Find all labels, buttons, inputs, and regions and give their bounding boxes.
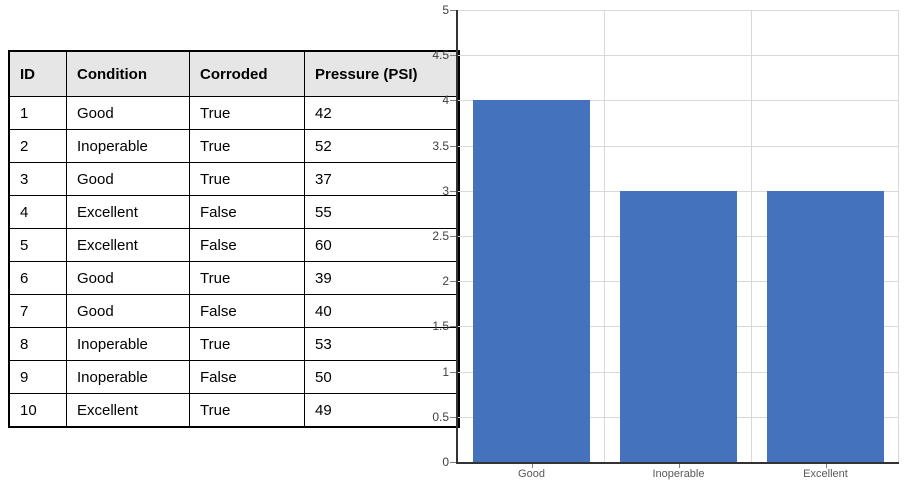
- table-cell: Good: [66, 96, 190, 130]
- gridline-vertical: [751, 10, 752, 462]
- y-axis-tick-label: 1.5: [432, 319, 449, 334]
- y-axis-tick-label: 2: [442, 274, 449, 289]
- table-cell: True: [189, 162, 305, 196]
- table-row: 8 Inoperable True 53: [8, 327, 460, 361]
- table-header-row: ID Condition Corroded Pressure (PSI): [8, 50, 460, 97]
- table-cell: 5: [8, 228, 67, 262]
- table-row: 6 Good True 39: [8, 261, 460, 295]
- table-cell: Good: [66, 162, 190, 196]
- table-cell: 50: [304, 360, 460, 394]
- table-cell: True: [189, 327, 305, 361]
- y-axis-tick: [450, 145, 456, 147]
- gridline-horizontal: [458, 145, 899, 147]
- y-axis-tick: [450, 10, 456, 11]
- y-axis-tick: [450, 55, 456, 57]
- y-axis-tick-label: 4: [442, 93, 449, 108]
- table-cell: 6: [8, 261, 67, 295]
- y-axis-tick-label: 1: [442, 364, 449, 379]
- table-cell: True: [189, 393, 305, 428]
- y-axis-tick-label: 0.5: [432, 409, 449, 424]
- y-axis-tick: [450, 326, 456, 328]
- table-cell: Excellent: [66, 228, 190, 262]
- table-cell: 60: [304, 228, 460, 262]
- y-axis-tick-label: 3: [442, 183, 449, 198]
- y-axis-tick: [450, 462, 456, 463]
- table-cell: 49: [304, 393, 460, 428]
- table-cell: Inoperable: [66, 129, 190, 163]
- x-axis-category-label: Inoperable: [652, 468, 705, 480]
- table-row: 4 Excellent False 55: [8, 195, 460, 229]
- table-cell: 8: [8, 327, 67, 361]
- x-axis-tick: [825, 464, 827, 468]
- bar-excellent: [766, 190, 885, 462]
- bar-good: [472, 100, 591, 462]
- gridline-horizontal: [458, 10, 899, 11]
- gridline-vertical: [604, 10, 605, 462]
- table-cell: 55: [304, 195, 460, 229]
- table-cell: True: [189, 96, 305, 130]
- table-row: 1 Good True 42: [8, 96, 460, 130]
- bar-inoperable: [619, 190, 738, 462]
- y-axis-tick-label: 3.5: [432, 138, 449, 153]
- x-axis-tick: [678, 464, 680, 468]
- table-cell: 42: [304, 96, 460, 130]
- table-row: 3 Good True 37: [8, 162, 460, 196]
- table-cell: False: [189, 195, 305, 229]
- table-cell: True: [189, 261, 305, 295]
- table-cell: False: [189, 360, 305, 394]
- table-cell: 39: [304, 261, 460, 295]
- x-axis-category-label: Good: [518, 468, 545, 480]
- table-row: 7 Good False 40: [8, 294, 460, 328]
- y-axis-tick: [450, 100, 456, 102]
- column-header: Corroded: [189, 50, 305, 97]
- y-axis-tick-label: 0: [442, 455, 449, 469]
- y-axis-tick-label: 2.5: [432, 229, 449, 243]
- table-cell: Good: [66, 294, 190, 328]
- y-axis-tick: [450, 416, 456, 418]
- table-cell: Inoperable: [66, 360, 190, 394]
- y-axis-tick: [450, 190, 456, 192]
- table-cell: 52: [304, 129, 460, 163]
- gridline-horizontal: [458, 55, 899, 57]
- x-axis-tick: [531, 464, 533, 468]
- table-cell: 7: [8, 294, 67, 328]
- pipes-table: ID Condition Corroded Pressure (PSI) 1 Good T…: [8, 50, 460, 428]
- y-axis-tick-label: 5: [442, 3, 449, 17]
- table-row: 2 Inoperable True 52: [8, 129, 460, 163]
- table-cell: Excellent: [66, 393, 190, 428]
- bar-chart: 0 0.5 1 1.5 2 2.5 3 3.5 4 4.5 5 Good Inoperable Excel…: [425, 0, 904, 487]
- table-row: 10 Excellent True 49: [8, 393, 460, 428]
- y-axis-tick: [450, 236, 456, 237]
- table-cell: 3: [8, 162, 67, 196]
- column-header: Pressure (PSI): [304, 50, 460, 97]
- table-body: 1 Good True 42 2 Inoperable True 52 3 Good True 37 4…: [8, 96, 460, 428]
- table-cell: False: [189, 228, 305, 262]
- table-cell: Inoperable: [66, 327, 190, 361]
- table-cell: 2: [8, 129, 67, 163]
- plot-area: [456, 10, 899, 464]
- gridline-horizontal: [458, 100, 899, 102]
- table-cell: 9: [8, 360, 67, 394]
- column-header: ID: [8, 50, 67, 97]
- y-axis-tick: [450, 281, 456, 283]
- table-cell: True: [189, 129, 305, 163]
- table-row: 5 Excellent False 60: [8, 228, 460, 262]
- table-cell: 10: [8, 393, 67, 428]
- table-cell: 4: [8, 195, 67, 229]
- table-cell: False: [189, 294, 305, 328]
- table-cell: 53: [304, 327, 460, 361]
- table-cell: Excellent: [66, 195, 190, 229]
- table-cell: 1: [8, 96, 67, 130]
- table-row: 9 Inoperable False 50: [8, 360, 460, 394]
- y-axis-tick-label: 4.5: [432, 48, 449, 63]
- column-header: Condition: [66, 50, 190, 97]
- x-axis-category-label: Excellent: [803, 468, 848, 480]
- y-axis-tick: [450, 371, 456, 373]
- gridline-vertical: [898, 10, 899, 462]
- table-cell: Good: [66, 261, 190, 295]
